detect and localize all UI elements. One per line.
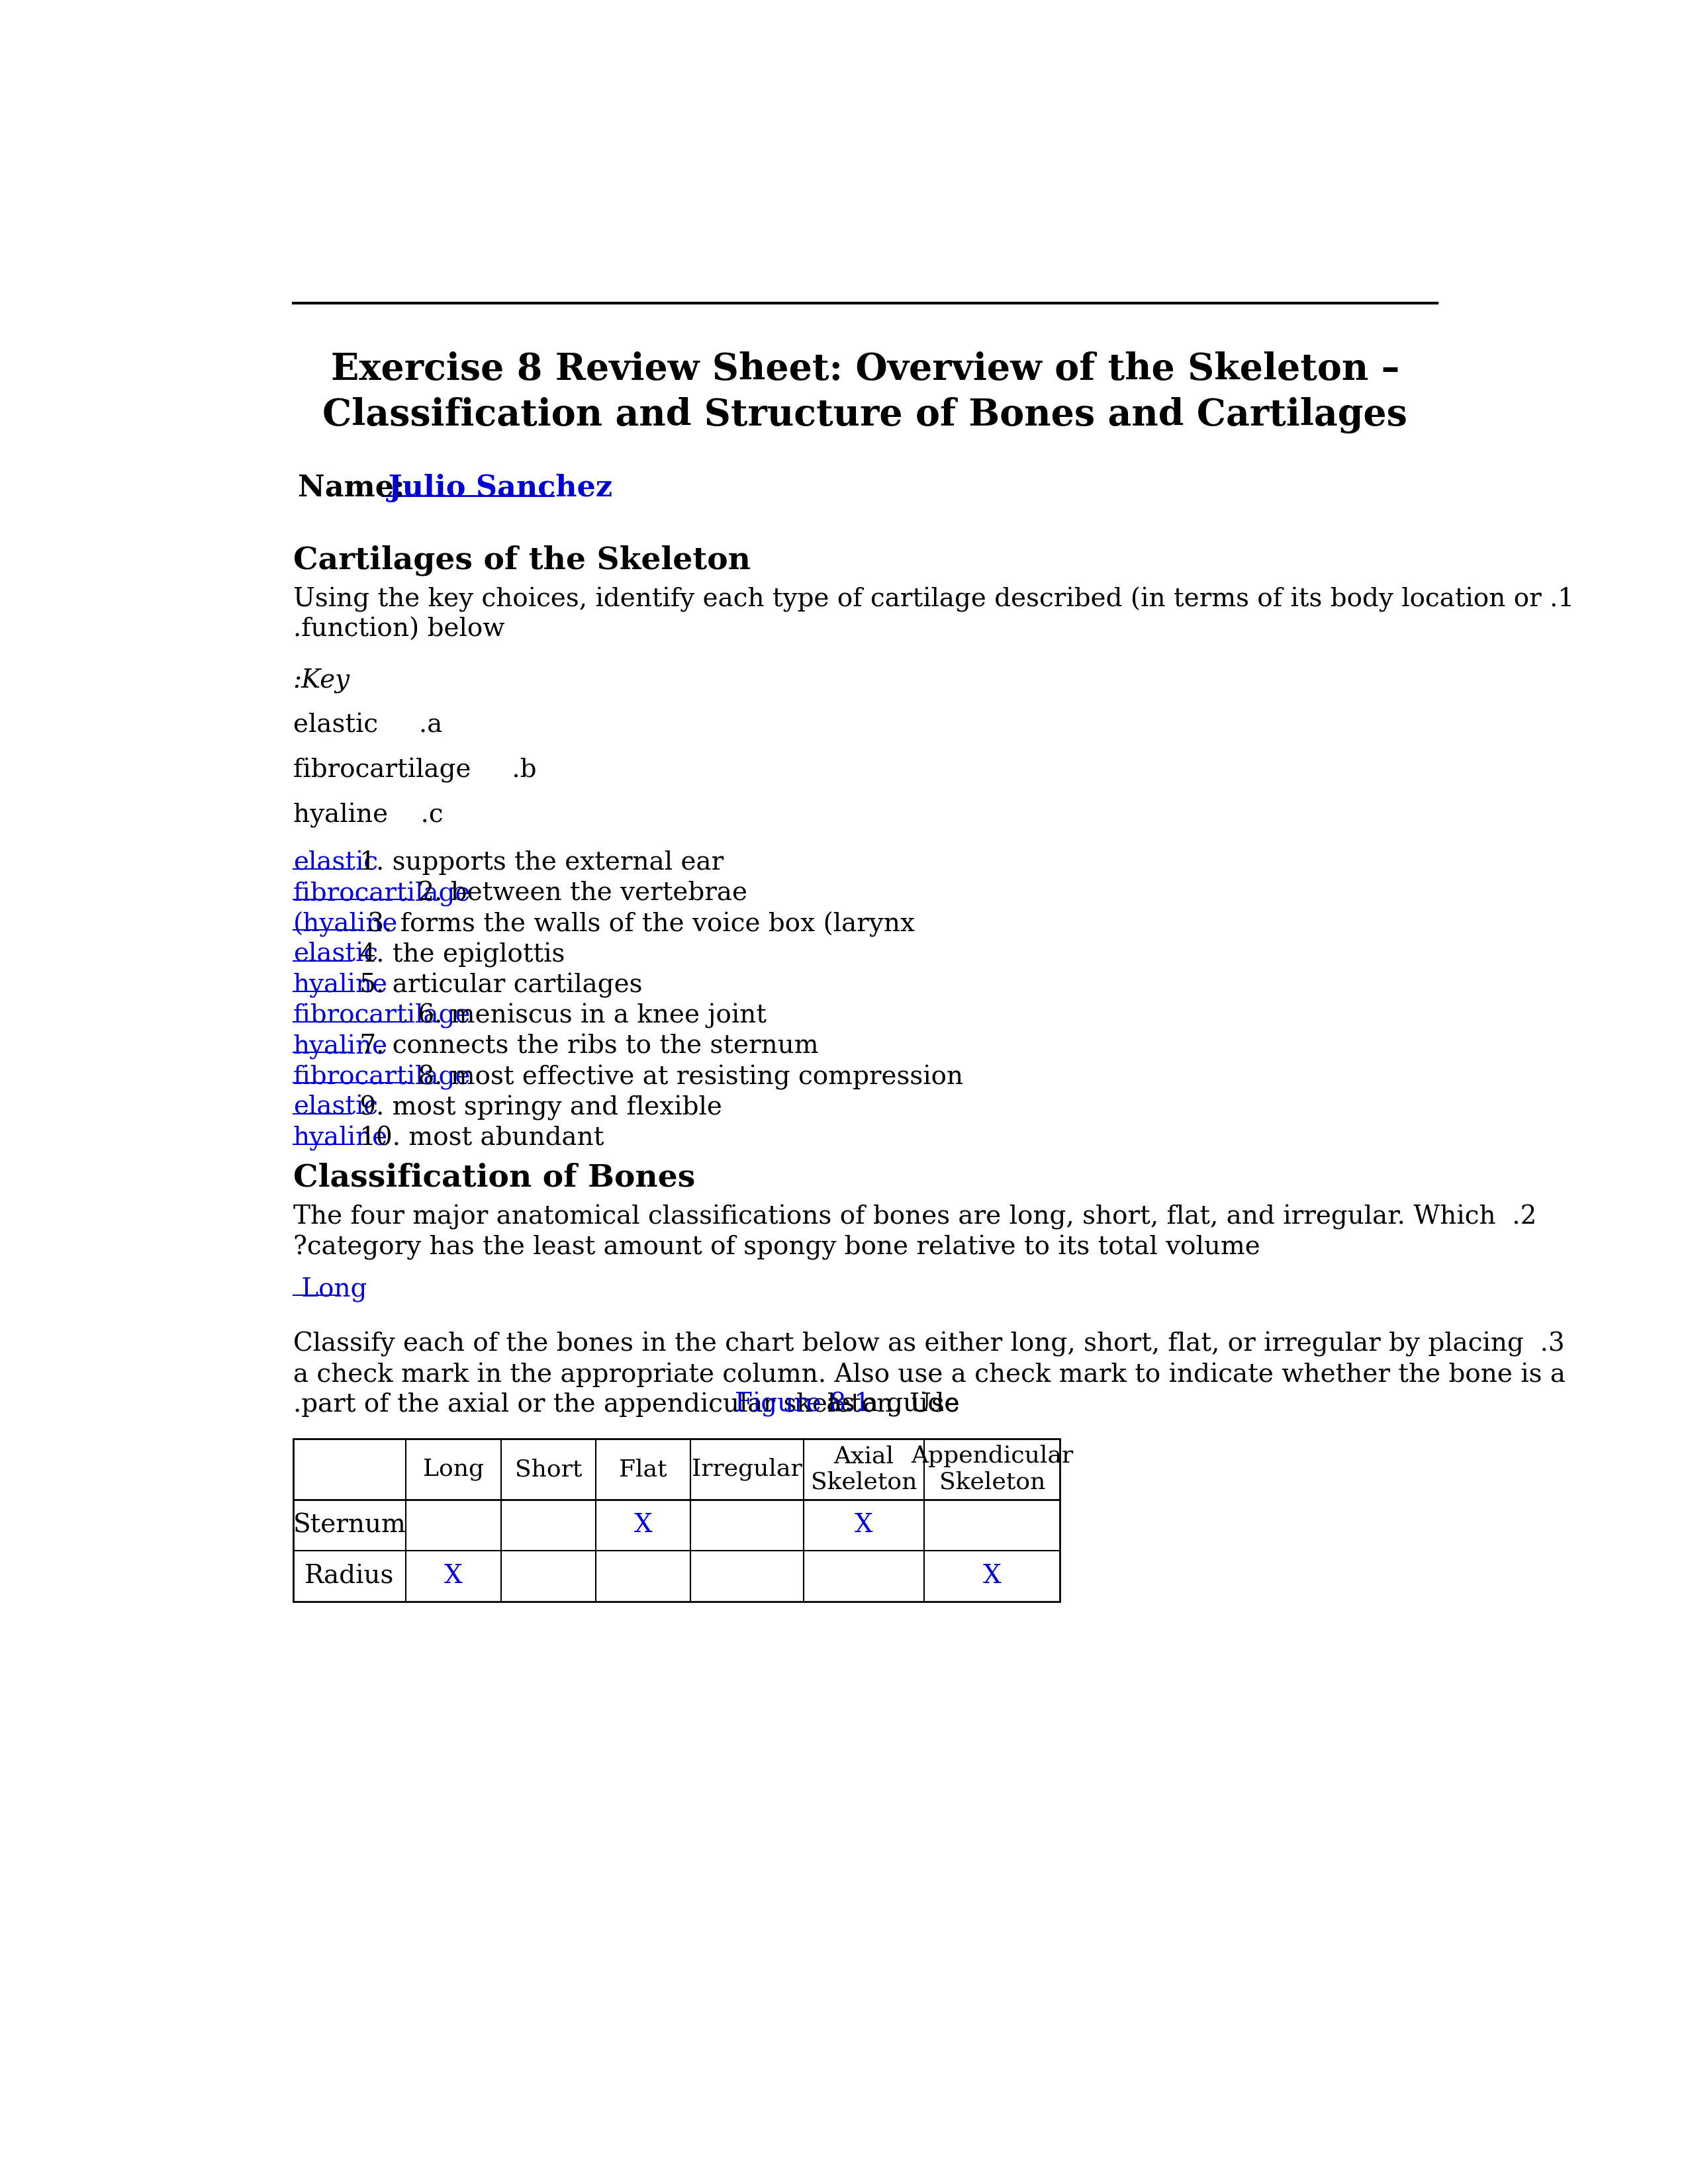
Text: Classification of Bones: Classification of Bones: [294, 1162, 695, 1192]
Text: Classify each of the bones in the chart below as either long, short, flat, or ir: Classify each of the bones in the chart …: [294, 1332, 1565, 1356]
Text: fibrocartilage: fibrocartilage: [294, 1066, 471, 1090]
Text: Figure 8.1: Figure 8.1: [734, 1391, 871, 1417]
Text: 2. between the vertebrae: 2. between the vertebrae: [410, 882, 748, 906]
Text: hyaline: hyaline: [294, 1127, 388, 1151]
Text: Appendicular
Skeleton: Appendicular Skeleton: [912, 1446, 1074, 1494]
Text: fibrocartilage: fibrocartilage: [294, 1005, 471, 1029]
Text: X: X: [444, 1564, 463, 1588]
Text: elastic     .a: elastic .a: [294, 712, 442, 738]
Text: Long: Long: [294, 1278, 375, 1302]
Text: hyaline    .c: hyaline .c: [294, 804, 442, 828]
Text: ?category has the least amount of spongy bone relative to its total volume: ?category has the least amount of spongy…: [294, 1234, 1259, 1260]
Text: Short: Short: [515, 1459, 582, 1481]
Text: fibrocartilage: fibrocartilage: [294, 882, 471, 906]
Text: Axial
Skeleton: Axial Skeleton: [810, 1446, 917, 1494]
Text: hyaline: hyaline: [294, 974, 388, 998]
Text: The four major anatomical classifications of bones are long, short, flat, and ir: The four major anatomical classification…: [294, 1203, 1536, 1230]
Text: Radius: Radius: [306, 1564, 395, 1588]
Text: 9. most springy and flexible: 9. most springy and flexible: [351, 1096, 722, 1120]
Text: Exercise 8 Review Sheet: Overview of the Skeleton –: Exercise 8 Review Sheet: Overview of the…: [331, 352, 1399, 389]
Text: 7. connects the ribs to the sternum: 7. connects the ribs to the sternum: [351, 1035, 819, 1059]
Text: 8. most effective at resisting compression: 8. most effective at resisting compressi…: [410, 1066, 964, 1090]
Text: .part of the axial or the appendicular skeleton. Use: .part of the axial or the appendicular s…: [294, 1391, 967, 1417]
Text: X: X: [982, 1564, 1001, 1588]
Text: as a guide: as a guide: [819, 1391, 959, 1417]
Text: :Key: :Key: [294, 668, 349, 692]
Text: a check mark in the appropriate column. Also use a check mark to indicate whethe: a check mark in the appropriate column. …: [294, 1363, 1565, 1387]
Text: X: X: [854, 1514, 873, 1538]
Text: 3. forms the walls of the voice box (larynx: 3. forms the walls of the voice box (lar…: [360, 913, 915, 937]
Text: Classification and Structure of Bones and Cartilages: Classification and Structure of Bones an…: [322, 397, 1408, 432]
Text: X: X: [635, 1514, 652, 1538]
Text: fibrocartilage     .b: fibrocartilage .b: [294, 758, 537, 784]
Text: Long: Long: [424, 1459, 484, 1481]
Text: elastic: elastic: [294, 943, 378, 968]
Text: Julio Sanchez: Julio Sanchez: [378, 474, 613, 502]
Text: Name:: Name:: [299, 474, 405, 502]
Text: 4. the epiglottis: 4. the epiglottis: [351, 943, 565, 968]
Text: Irregular: Irregular: [692, 1459, 802, 1481]
Text: Cartilages of the Skeleton: Cartilages of the Skeleton: [294, 544, 751, 577]
Text: hyaline: hyaline: [294, 1035, 388, 1059]
Text: Sternum: Sternum: [294, 1514, 407, 1538]
Text: Flat: Flat: [619, 1459, 667, 1481]
Text: Using the key choices, identify each type of cartilage described (in terms of it: Using the key choices, identify each typ…: [294, 587, 1573, 612]
Text: elastic: elastic: [294, 850, 378, 876]
Bar: [294, 1439, 1060, 1601]
Text: 10. most abundant: 10. most abundant: [351, 1127, 604, 1151]
Text: 5. articular cartilages: 5. articular cartilages: [351, 974, 643, 998]
Text: 1. supports the external ear: 1. supports the external ear: [351, 850, 724, 876]
Text: (hyaline: (hyaline: [294, 913, 398, 937]
Text: elastic: elastic: [294, 1096, 378, 1120]
Text: 6. meniscus in a knee joint: 6. meniscus in a knee joint: [410, 1005, 766, 1029]
Text: .function) below: .function) below: [294, 618, 505, 642]
